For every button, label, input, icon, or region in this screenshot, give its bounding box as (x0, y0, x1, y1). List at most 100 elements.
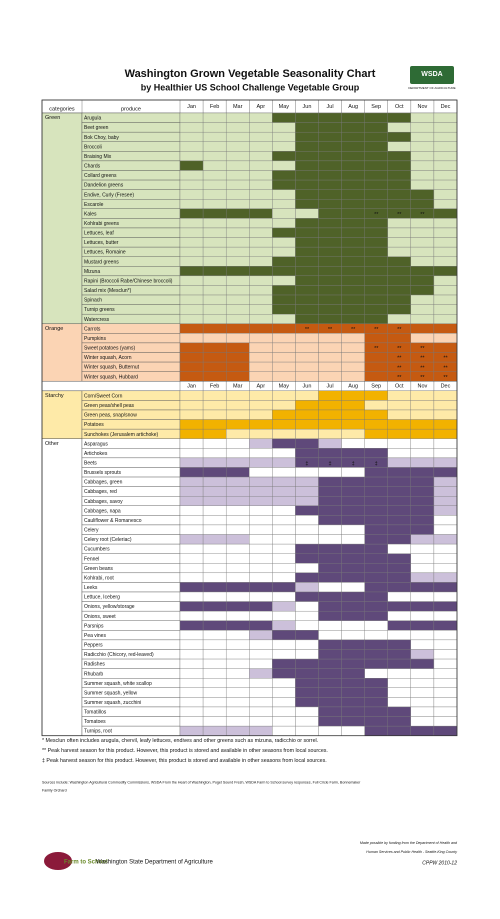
produce-label: Parsnips (84, 623, 104, 629)
season-cell (410, 304, 435, 315)
peak-mark: ** (420, 346, 425, 352)
season-cell (410, 333, 435, 344)
season-cell (295, 524, 319, 535)
season-cell (202, 218, 227, 229)
season-cell (225, 438, 250, 449)
season-cell (433, 658, 458, 669)
season-cell (225, 131, 250, 142)
season-cell (387, 333, 412, 344)
season-cell (387, 524, 412, 535)
season-cell (341, 151, 365, 162)
season-cell (341, 515, 365, 526)
season-cell (202, 160, 227, 171)
column-head: categories (49, 106, 75, 112)
season-cell (410, 314, 435, 324)
season-cell (433, 419, 458, 430)
peak-mark: ** (397, 212, 402, 218)
season-cell (364, 496, 388, 506)
season-cell (410, 131, 435, 142)
season-cell (318, 304, 342, 315)
season-cell (295, 246, 319, 257)
category-cell (41, 438, 83, 736)
season-cell (225, 649, 250, 660)
season-cell (249, 160, 273, 171)
month-label: Jan (187, 104, 196, 110)
season-cell (318, 400, 342, 411)
season-cell (364, 591, 388, 602)
season-cell (202, 294, 227, 305)
season-cell (364, 515, 388, 526)
season-cell (249, 390, 273, 401)
peak-mark: ** (328, 327, 333, 333)
season-cell (225, 275, 250, 286)
season-cell (410, 476, 435, 487)
produce-label: Mizuna (84, 269, 100, 275)
season-cell (410, 122, 435, 133)
season-cell (387, 697, 412, 708)
season-cell (272, 227, 296, 238)
season-cell (341, 333, 365, 344)
season-cell (387, 716, 412, 727)
month-label: Sep (371, 104, 381, 110)
produce-label: Lettuce, Iceberg (84, 595, 120, 601)
season-cell (387, 572, 412, 583)
logo-sub: DEPARTMENT OF AGRICULTURE (408, 86, 455, 90)
season-cell (433, 467, 458, 478)
season-cell (202, 524, 227, 535)
season-cell (433, 505, 458, 516)
season-cell (387, 218, 412, 229)
season-cell (202, 409, 227, 420)
produce-label: Rhubarb (84, 671, 103, 677)
season-cell (433, 572, 458, 583)
season-cell (364, 122, 388, 133)
season-cell (249, 428, 273, 439)
produce-label: Fennel (84, 556, 99, 562)
season-cell (179, 563, 204, 574)
season-cell (295, 189, 319, 200)
season-cell (202, 342, 227, 353)
season-cell (225, 285, 250, 296)
season-cell (364, 246, 388, 257)
season-cell (364, 572, 388, 583)
season-cell (364, 400, 388, 411)
produce-label: Cabbages, green (84, 480, 123, 486)
season-cell (225, 457, 250, 468)
season-cell (179, 246, 204, 257)
season-cell (410, 419, 435, 430)
season-cell (295, 448, 319, 459)
season-cell (202, 553, 227, 564)
season-cell (295, 160, 319, 171)
produce-label: Salad mix (Mesclun*) (84, 288, 132, 294)
season-cell (318, 208, 342, 219)
season-cell (341, 266, 365, 277)
season-cell (410, 668, 435, 679)
season-cell (295, 122, 319, 133)
produce-label: Onions, sweet (84, 614, 116, 620)
season-cell (318, 361, 342, 372)
season-cell (272, 658, 296, 669)
season-cell (364, 668, 388, 679)
season-cell (249, 122, 273, 133)
season-cell (225, 467, 250, 478)
season-cell (341, 563, 365, 574)
season-cell (202, 285, 227, 296)
month-label: Jun (303, 383, 312, 389)
season-cell (202, 390, 227, 401)
season-cell (341, 496, 365, 506)
season-cell (272, 649, 296, 660)
season-cell (410, 515, 435, 526)
season-cell (295, 716, 319, 727)
season-cell (318, 333, 342, 344)
season-cell (318, 534, 342, 545)
season-cell (202, 610, 227, 621)
season-cell (318, 591, 342, 602)
season-cell (249, 706, 273, 717)
season-cell (202, 314, 227, 324)
season-cell (202, 582, 227, 593)
season-cell (272, 620, 296, 631)
season-cell (249, 553, 273, 564)
season-cell (433, 438, 458, 449)
peak-mark: ** (443, 365, 448, 371)
season-cell (202, 323, 227, 334)
peak-mark: ** (374, 346, 379, 352)
